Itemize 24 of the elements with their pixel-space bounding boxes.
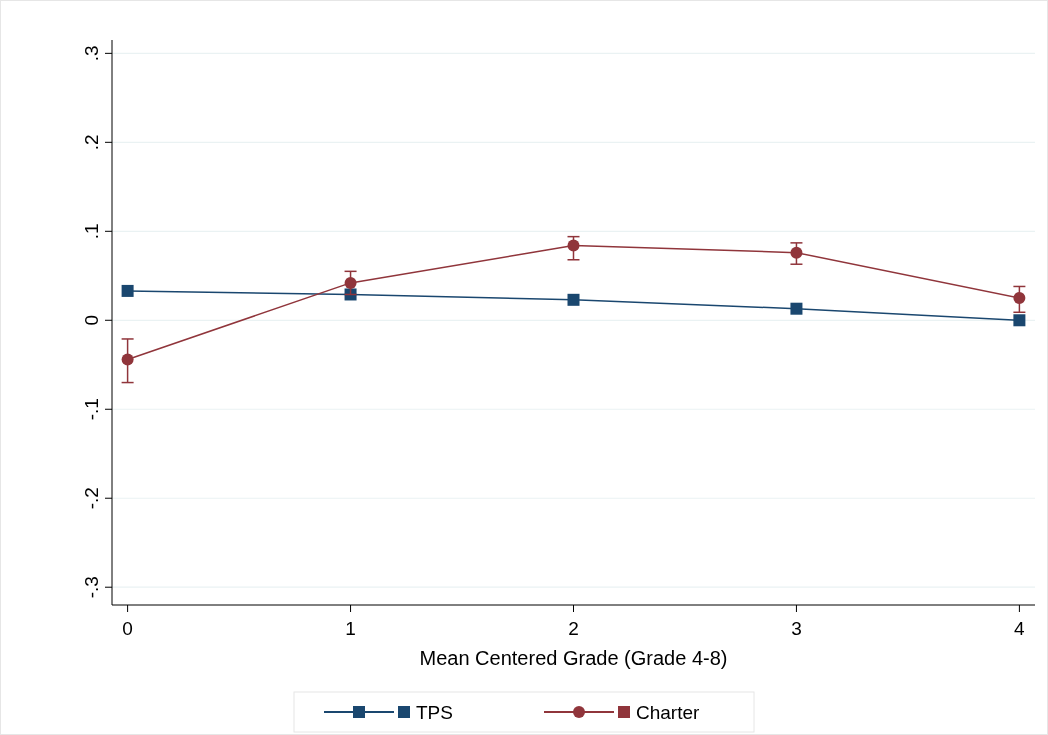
y-tick-label: .2 — [81, 134, 102, 151]
point — [567, 293, 580, 306]
legend-label: TPS — [416, 702, 453, 723]
point — [1013, 292, 1026, 305]
x-tick-label: 2 — [568, 618, 579, 639]
point — [121, 353, 134, 366]
point — [790, 246, 803, 259]
y-tick-label: .3 — [81, 45, 102, 62]
y-tick-label: -.3 — [81, 576, 102, 599]
point — [567, 239, 580, 252]
point — [121, 284, 134, 297]
legend-label: Charter — [636, 702, 701, 723]
x-tick-label: 3 — [791, 618, 802, 639]
y-tick-label: -.2 — [81, 487, 102, 510]
x-tick-label: 1 — [345, 618, 356, 639]
y-tick-label: .1 — [81, 223, 102, 240]
x-tick-label: 4 — [1014, 618, 1026, 639]
y-tick-label: 0 — [81, 314, 102, 326]
point — [344, 276, 357, 289]
x-tick-label: 0 — [122, 618, 133, 639]
y-tick-label: -.1 — [81, 398, 102, 421]
point — [1013, 314, 1026, 327]
x-axis-title: Mean Centered Grade (Grade 4-8) — [419, 647, 728, 669]
point — [790, 302, 803, 315]
